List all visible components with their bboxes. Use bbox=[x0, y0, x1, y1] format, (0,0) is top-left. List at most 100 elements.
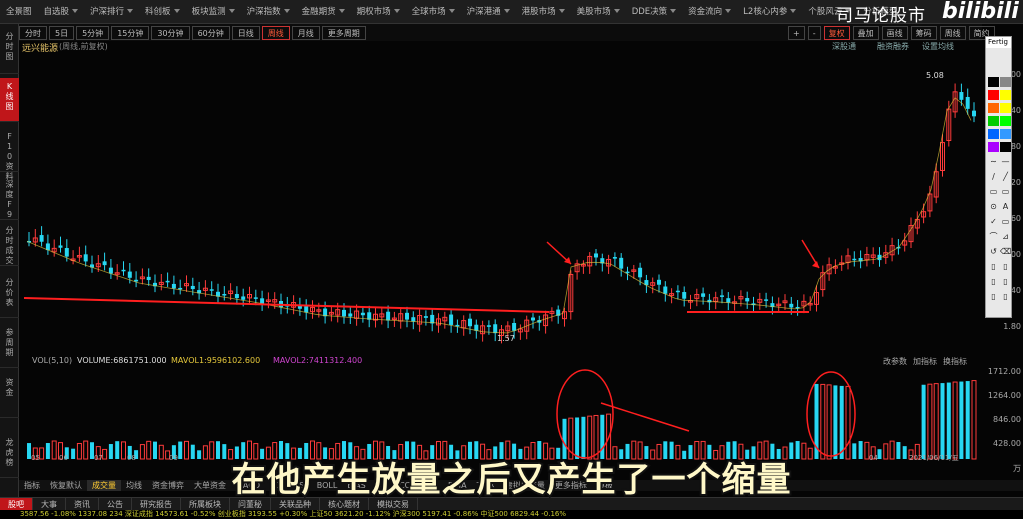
indicator-tab[interactable]: DMA bbox=[448, 481, 467, 490]
drawing-tool-icon[interactable]: ▯ bbox=[991, 292, 996, 301]
period-button[interactable]: 5分钟 bbox=[76, 25, 110, 40]
color-swatch[interactable] bbox=[1000, 103, 1011, 113]
menu-item[interactable]: 科创板 bbox=[139, 0, 186, 24]
color-swatch[interactable] bbox=[1000, 90, 1011, 100]
period-button[interactable]: 30分钟 bbox=[151, 25, 190, 40]
link-set-ma[interactable]: 设置均线 bbox=[922, 42, 954, 51]
period-button[interactable]: 60分钟 bbox=[191, 25, 230, 40]
chart-tool-button[interactable]: 复权 bbox=[823, 25, 850, 40]
drawing-tool-icon[interactable]: ∼ bbox=[990, 157, 997, 166]
color-swatch[interactable] bbox=[988, 129, 999, 139]
indicator-tab[interactable]: KDJ bbox=[269, 481, 284, 490]
period-button[interactable]: 15分钟 bbox=[111, 25, 150, 40]
chart-tool-button[interactable]: + bbox=[788, 25, 805, 40]
bottom-tab[interactable]: 关联品种 bbox=[271, 497, 320, 511]
candlestick-chart[interactable]: 5.08 1.57 bbox=[19, 54, 982, 354]
left-nav-item[interactable]: 深度F9 bbox=[0, 176, 19, 220]
period-button[interactable]: 日线 bbox=[231, 25, 260, 40]
period-button[interactable]: 分时 bbox=[19, 25, 47, 40]
color-swatch[interactable] bbox=[988, 77, 999, 87]
indicator-tab[interactable]: 大单资金 bbox=[194, 481, 226, 490]
period-button[interactable]: 更多周期 bbox=[321, 25, 366, 40]
indicator-tab[interactable]: CCI bbox=[399, 481, 413, 490]
menu-item[interactable]: 板块监测 bbox=[186, 0, 241, 24]
menu-item[interactable]: 美股市场 bbox=[571, 0, 626, 24]
menu-item[interactable]: 金融期货 bbox=[296, 0, 351, 24]
period-button[interactable]: 周线 bbox=[261, 25, 290, 40]
bottom-tab[interactable]: 公告 bbox=[99, 497, 132, 511]
indicator-tab[interactable]: 虚拟成交量 bbox=[504, 481, 545, 490]
drawing-tool-icon[interactable]: ⊙ bbox=[990, 202, 997, 211]
indicator-tab[interactable]: BOLL bbox=[316, 481, 338, 490]
left-nav-item[interactable]: 资金 bbox=[0, 374, 19, 418]
indicator-tab[interactable]: TRIX bbox=[476, 481, 495, 490]
indicator-tab[interactable]: BBI bbox=[375, 481, 390, 490]
indicator-tab[interactable]: BIAS bbox=[347, 481, 366, 490]
drawing-tool-icon[interactable]: ▯ bbox=[991, 277, 996, 286]
menu-item[interactable]: 分析模型 bbox=[863, 6, 898, 17]
left-nav-item[interactable]: 分时成交 bbox=[0, 222, 19, 266]
left-nav-item[interactable]: 分价表 bbox=[0, 274, 19, 318]
chart-tool-button[interactable]: - bbox=[807, 25, 821, 40]
left-nav-item[interactable]: K线图 bbox=[0, 78, 19, 122]
menu-item[interactable]: 期权市场 bbox=[351, 0, 406, 24]
chart-tool-button[interactable]: 筹码 bbox=[910, 25, 937, 40]
menu-item[interactable]: 全球市场 bbox=[406, 0, 461, 24]
left-nav-item[interactable]: F10资料 bbox=[0, 128, 19, 181]
color-swatch[interactable] bbox=[988, 142, 999, 152]
edit-params-link[interactable]: 改参数 bbox=[883, 357, 907, 366]
indicator-tab[interactable]: RSI bbox=[293, 481, 307, 490]
drawing-tool-icon[interactable]: — bbox=[1001, 157, 1010, 166]
bottom-tab[interactable]: 资讯 bbox=[66, 497, 99, 511]
menu-item[interactable]: 港股市场 bbox=[516, 0, 571, 24]
indicator-tab[interactable]: 成交量 bbox=[87, 480, 121, 491]
indicator-tab[interactable]: 指标 bbox=[24, 481, 40, 490]
drawing-tool-icon[interactable]: ↺ bbox=[990, 247, 997, 256]
period-button[interactable]: 月线 bbox=[291, 25, 320, 40]
link-hk-connect[interactable]: 深股通 bbox=[832, 42, 856, 51]
chart-tool-button[interactable]: 周线 bbox=[939, 25, 966, 40]
bottom-tab[interactable]: 模拟交易 bbox=[369, 497, 418, 511]
color-swatch[interactable] bbox=[1000, 129, 1011, 139]
period-button[interactable]: 5日 bbox=[49, 25, 75, 40]
drawing-tool-icon[interactable]: ▭ bbox=[1001, 217, 1010, 226]
menu-item[interactable]: 自选股 bbox=[38, 0, 85, 24]
bottom-tab[interactable]: 所属板块 bbox=[181, 497, 230, 511]
indicator-tab[interactable]: 更多指标 bbox=[554, 481, 587, 490]
drawing-tool-icon[interactable]: ⊿ bbox=[1002, 232, 1009, 241]
left-nav-item[interactable]: 分时图 bbox=[0, 28, 19, 74]
drawing-tool-icon[interactable]: ▯ bbox=[1003, 277, 1008, 286]
menu-item[interactable]: 资金流向 bbox=[682, 0, 737, 24]
chart-tool-button[interactable]: 画线 bbox=[881, 25, 908, 40]
menu-item[interactable]: 全景图 bbox=[6, 6, 32, 17]
color-swatch[interactable] bbox=[1000, 116, 1011, 126]
bottom-tab[interactable]: 核心题材 bbox=[320, 497, 369, 511]
bottom-tab[interactable]: 研究报告 bbox=[132, 497, 181, 511]
switch-indicator-link[interactable]: 换指标 bbox=[943, 357, 967, 366]
indicator-tab[interactable]: 均线 bbox=[126, 481, 142, 490]
drawing-tool-icon[interactable]: ▯ bbox=[991, 262, 996, 271]
drawing-tool-icon[interactable]: ▯ bbox=[1003, 262, 1008, 271]
drawing-tool-icon[interactable]: ⌒ bbox=[989, 232, 998, 241]
drawing-tool-icon[interactable]: ✓ bbox=[990, 217, 997, 226]
bottom-tab[interactable]: 问董秘 bbox=[230, 497, 271, 511]
indicator-tab[interactable]: 恢复默认 bbox=[50, 481, 82, 490]
chart-tool-button[interactable]: 简约 bbox=[968, 25, 995, 40]
indicator-tab[interactable]: 模板 bbox=[596, 481, 613, 490]
volume-chart[interactable]: 05 06 07 08 09 04 2021/06/11/五 bbox=[19, 369, 982, 462]
drawing-tool-icon[interactable]: ▭ bbox=[1001, 187, 1010, 196]
drawing-tool-icon[interactable]: ∕ bbox=[992, 172, 995, 181]
add-indicator-link[interactable]: 加指标 bbox=[913, 357, 937, 366]
drawing-tool-icon[interactable]: ▯ bbox=[1003, 292, 1008, 301]
color-swatch[interactable] bbox=[988, 90, 999, 100]
menu-item[interactable]: L2核心内参 bbox=[737, 0, 802, 24]
indicator-tab[interactable]: MACD bbox=[236, 481, 260, 490]
color-swatch[interactable] bbox=[1000, 77, 1011, 87]
indicator-tab[interactable]: 资金博弈 bbox=[152, 481, 184, 490]
bottom-tab[interactable]: 大事 bbox=[33, 497, 66, 511]
menu-item[interactable]: 个股风云 bbox=[802, 0, 857, 24]
drawing-tool-icon[interactable]: ╱ bbox=[1003, 172, 1008, 181]
left-nav-item[interactable]: 龙虎榜 bbox=[0, 434, 19, 478]
menu-item[interactable]: 沪深港通 bbox=[461, 0, 516, 24]
color-swatch[interactable] bbox=[988, 116, 999, 126]
